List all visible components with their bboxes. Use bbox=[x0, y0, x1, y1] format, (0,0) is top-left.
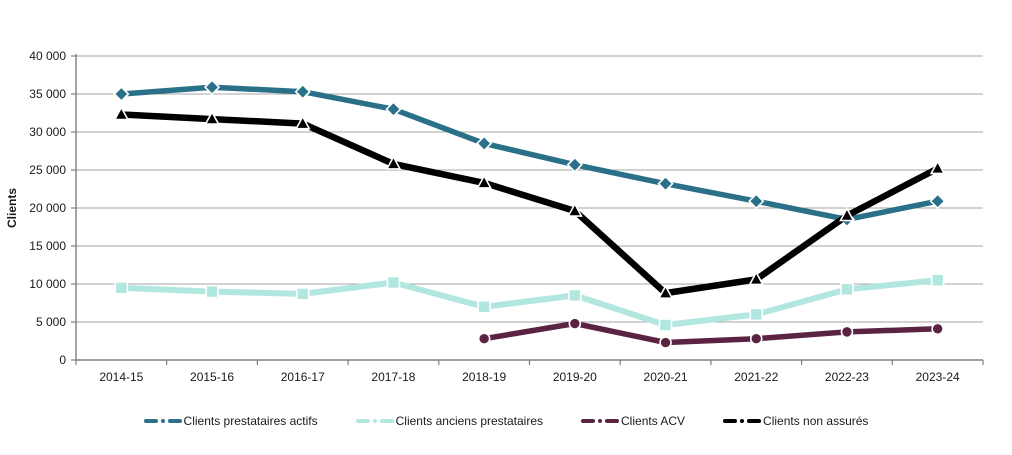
legend-line-marker-non-assures bbox=[723, 419, 762, 423]
legend-label-acv: Clients ACV bbox=[621, 414, 686, 428]
svg-text:2022-23: 2022-23 bbox=[825, 370, 869, 384]
legend-item-clients-anciens-prestataires: Clients anciens prestataires bbox=[355, 414, 544, 428]
svg-text:2015-16: 2015-16 bbox=[190, 370, 234, 384]
svg-text:25 000: 25 000 bbox=[29, 163, 66, 177]
legend-line-marker-acv bbox=[581, 419, 620, 423]
legend-item-clients-non-assures: Clients non assurés bbox=[723, 415, 868, 427]
legend-label-non-assures: Clients non assurés bbox=[763, 414, 869, 428]
svg-text:15 000: 15 000 bbox=[29, 239, 66, 253]
svg-text:2014-15: 2014-15 bbox=[99, 370, 143, 384]
svg-text:35 000: 35 000 bbox=[29, 87, 66, 101]
svg-text:40 000: 40 000 bbox=[29, 49, 66, 63]
svg-text:2016-17: 2016-17 bbox=[281, 370, 325, 384]
svg-text:2018-19: 2018-19 bbox=[462, 370, 506, 384]
svg-text:20 000: 20 000 bbox=[29, 201, 66, 215]
legend-label-anciens: Clients anciens prestataires bbox=[395, 414, 544, 428]
svg-text:2023-24: 2023-24 bbox=[916, 370, 960, 384]
line-chart-plot: 0 5 000 10 000 15 000 20 000 25 000 30 000 35 0… bbox=[5, 49, 984, 384]
legend-line-marker-anciens bbox=[355, 419, 394, 423]
svg-text:10 000: 10 000 bbox=[29, 277, 66, 291]
svg-text:2017-18: 2017-18 bbox=[371, 370, 415, 384]
svg-text:5 000: 5 000 bbox=[36, 315, 66, 329]
svg-text:2019-20: 2019-20 bbox=[553, 370, 597, 384]
svg-text:2021-22: 2021-22 bbox=[734, 370, 778, 384]
legend-line-marker-actifs bbox=[143, 419, 182, 423]
legend-label-actifs: Clients prestataires actifs bbox=[183, 414, 318, 428]
legend-item-clients-acv: Clients ACV bbox=[581, 415, 685, 427]
svg-text:0: 0 bbox=[59, 353, 66, 367]
legend-item-clients-prestataires-actifs: Clients prestataires actifs bbox=[143, 414, 318, 428]
chart-legend: Clients prestataires actifs Clients anci… bbox=[0, 406, 1012, 436]
svg-text:2020-21: 2020-21 bbox=[644, 370, 688, 384]
svg-text:Clients: Clients bbox=[5, 188, 19, 228]
svg-text:30 000: 30 000 bbox=[29, 125, 66, 139]
